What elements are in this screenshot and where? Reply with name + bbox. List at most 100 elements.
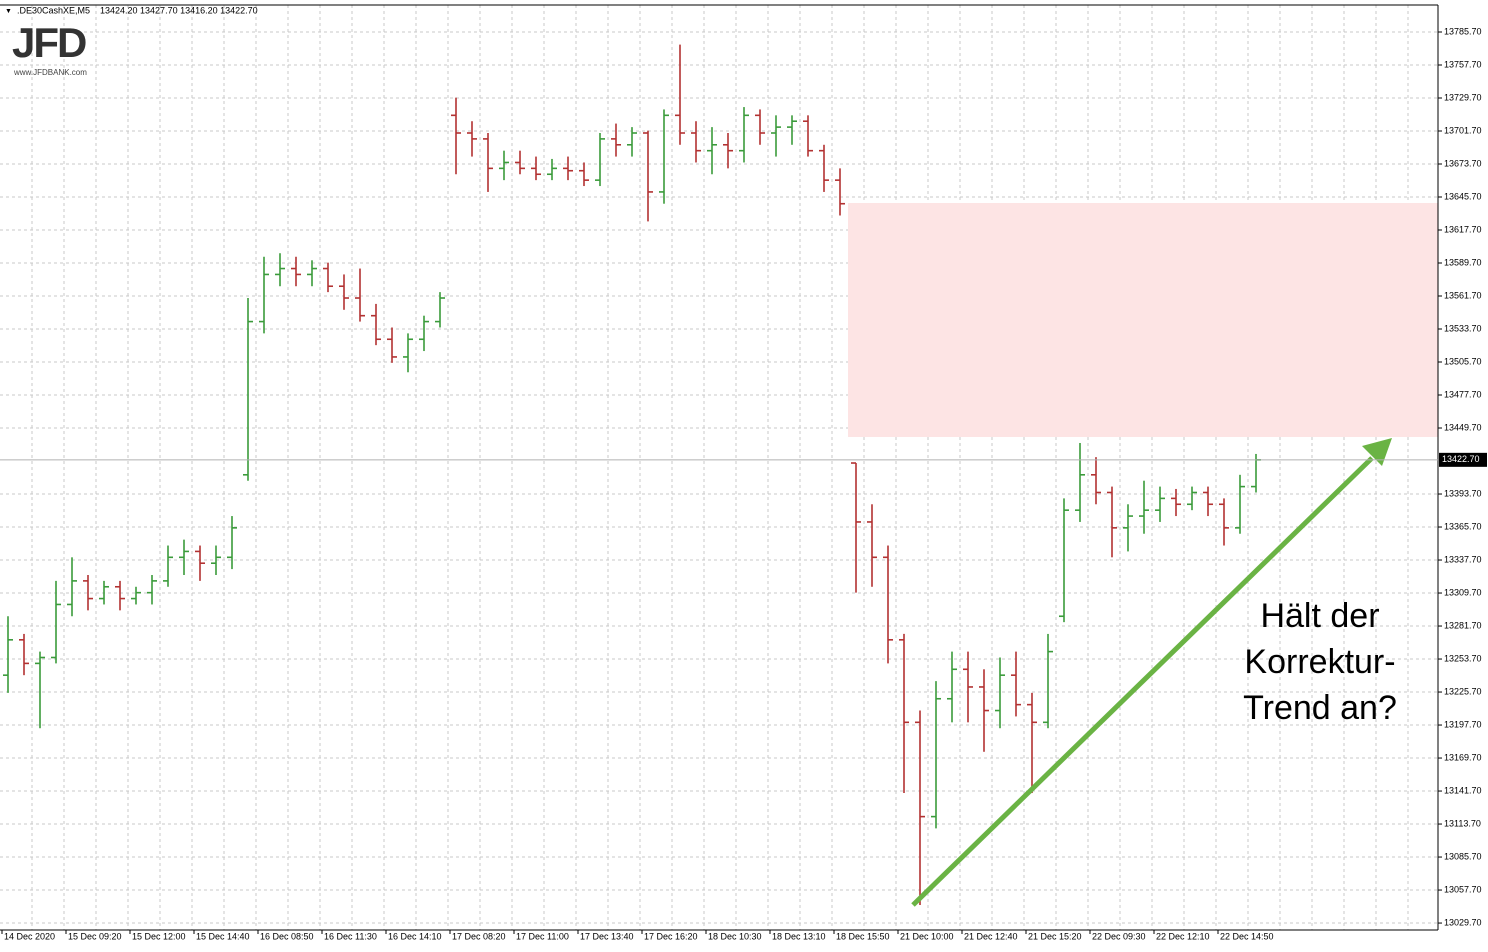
bars: [3, 44, 1261, 906]
y-tick-label: 13029.70: [1444, 917, 1482, 927]
ohlc-bar: [179, 539, 189, 575]
ohlc-bar: [723, 133, 733, 169]
annotation-line: Trend an?: [1243, 689, 1397, 727]
ohlc-bar: [323, 262, 333, 293]
y-tick-label: 13617.70: [1444, 224, 1482, 234]
ohlc-bar: [707, 127, 717, 175]
x-tick-label: 22 Dec 12:10: [1156, 931, 1210, 941]
annotation-line: Hält der: [1260, 597, 1379, 635]
ohlc-bar: [67, 557, 77, 617]
ohlc-bar: [51, 580, 61, 664]
ohlc-bar: [691, 121, 701, 163]
y-tick-label: 13785.70: [1444, 26, 1482, 36]
arrow-head: [1362, 438, 1392, 466]
ohlc-bar: [771, 115, 781, 157]
ohlc-bar: [163, 545, 173, 587]
ohlc-bar: [483, 133, 493, 192]
ohlc-bar: [563, 156, 573, 181]
x-tick-label: 18 Dec 13:10: [772, 931, 826, 941]
x-tick-label: 18 Dec 10:30: [708, 931, 762, 941]
y-tick-label: 13505.70: [1444, 356, 1482, 366]
ohlc-bar: [1235, 474, 1245, 534]
ohlc-bar: [1107, 486, 1117, 558]
x-tick-label: 17 Dec 11:00: [516, 931, 569, 941]
ohlc-bar: [643, 130, 653, 222]
ohlc-bar: [803, 115, 813, 157]
ohlc-bar: [819, 144, 829, 192]
ohlc-bar: [851, 462, 861, 593]
logo: JFD: [12, 19, 86, 66]
ohlc-bar: [947, 651, 957, 723]
ohlc-bar: [1011, 651, 1021, 717]
ohlc-bar: [355, 268, 365, 322]
ohlc-bar: [403, 333, 413, 373]
ohlc-bar: [499, 150, 509, 181]
x-tick-label: 17 Dec 08:20: [452, 931, 506, 941]
y-tick-label: 13561.70: [1444, 290, 1482, 300]
y-tick-label: 13589.70: [1444, 257, 1482, 267]
ohlc-bar: [435, 292, 445, 328]
x-tick-label: 15 Dec 09:20: [68, 931, 122, 941]
ohlc-bar: [35, 651, 45, 729]
x-tick-label: 16 Dec 11:30: [324, 931, 377, 941]
y-tick-label: 13141.70: [1444, 785, 1482, 795]
ohlc-bar: [1155, 486, 1165, 522]
ohlc-bar: [1075, 442, 1085, 522]
ohlc-bar: [995, 657, 1005, 729]
x-tick-label: 22 Dec 09:30: [1092, 931, 1146, 941]
y-tick-label: 13169.70: [1444, 752, 1482, 762]
dropdown-icon[interactable]: ▼: [5, 8, 12, 15]
y-tick-label: 13337.70: [1444, 554, 1482, 564]
ohlc-bar: [531, 156, 541, 181]
ohlc-bar: [579, 162, 589, 187]
y-tick-label: 13701.70: [1444, 125, 1482, 135]
ohlc-bar: [3, 616, 13, 693]
quote: 13424.20 13427.70 13416.20 13422.70: [100, 5, 258, 15]
x-tick-label: 15 Dec 14:40: [196, 931, 250, 941]
x-tick-label: 15 Dec 12:00: [132, 931, 186, 941]
y-tick-label: 13365.70: [1444, 521, 1482, 531]
ohlc-bar: [547, 158, 557, 181]
ohlc-bar: [419, 315, 429, 352]
ohlc-bar: [211, 545, 221, 575]
ohlc-bar: [227, 516, 237, 570]
annotation-line: Korrektur-: [1244, 643, 1395, 681]
y-tick-label: 13197.70: [1444, 719, 1482, 729]
ohlc-bar: [867, 504, 877, 587]
ohlc-bar: [1171, 488, 1181, 517]
y-tick-label: 13757.70: [1444, 59, 1482, 69]
ohlc-bar: [883, 545, 893, 664]
x-tick-label: 21 Dec 10:00: [900, 931, 954, 941]
trend-arrow: [911, 456, 1374, 907]
y-tick-label: 13729.70: [1444, 92, 1482, 102]
ohlc-bar: [99, 580, 109, 605]
ohlc-bar: [307, 260, 317, 287]
ohlc-bar: [611, 123, 621, 157]
ohlc-bar: [275, 253, 285, 287]
ohlc-bar: [675, 44, 685, 145]
x-tick-label: 21 Dec 12:40: [964, 931, 1018, 941]
y-tick-label: 13309.70: [1444, 587, 1482, 597]
ohlc-bar: [595, 133, 605, 187]
ohlc-bar: [371, 303, 381, 346]
y-tick-label: 13253.70: [1444, 653, 1482, 663]
symbol: .DE30CashXE,M5: [17, 5, 90, 15]
ohlc-bar: [915, 710, 925, 906]
x-tick-label: 14 Dec 2020: [4, 931, 55, 941]
grid: [0, 5, 1438, 930]
y-tick-label: 13645.70: [1444, 191, 1482, 201]
ohlc-bar: [963, 651, 973, 723]
logo-url: www.JFDBANK.com: [13, 68, 87, 77]
x-tick-label: 16 Dec 08:50: [260, 931, 314, 941]
ohlc-bar: [931, 681, 941, 829]
x-tick-label: 22 Dec 14:50: [1220, 931, 1274, 941]
y-tick-label: 13057.70: [1444, 884, 1482, 894]
x-tick-label: 17 Dec 13:40: [580, 931, 634, 941]
ohlc-bar: [1043, 633, 1053, 729]
ohlc-bar: [659, 109, 669, 204]
ohlc-bar: [1139, 480, 1149, 534]
y-tick-label: 13393.70: [1444, 488, 1482, 498]
y-tick-label: 13281.70: [1444, 620, 1482, 630]
ohlc-bar: [1123, 504, 1133, 552]
